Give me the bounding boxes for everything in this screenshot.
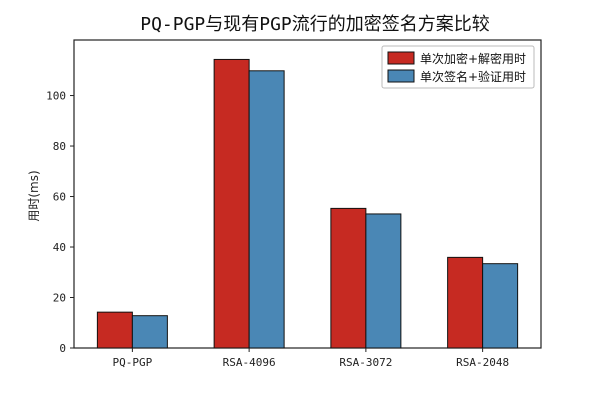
x-tick-label: PQ-PGP [113, 356, 153, 369]
y-tick-label: 100 [46, 90, 66, 103]
y-tick-label: 80 [53, 140, 66, 153]
legend-label: 单次签名+验证用时 [420, 69, 526, 84]
legend-box [381, 45, 535, 89]
y-tick-label: 20 [53, 292, 66, 305]
bar-encrypt-decrypt [330, 207, 367, 349]
y-tick-label: 40 [53, 241, 66, 254]
x-tick-label: RSA-4096 [223, 356, 276, 369]
bar-encrypt-decrypt [447, 256, 484, 349]
bar-encrypt-decrypt [213, 58, 250, 349]
plot-area: 0 20 40 60 80 100 PQ-PGP RSA-4096 RSA-3072 RSA-20… [46, 39, 542, 369]
bar-sign-verify [365, 213, 402, 349]
bar-sign-verify [131, 315, 168, 349]
x-tick-label: RSA-3072 [339, 356, 392, 369]
bar-sign-verify [248, 70, 285, 349]
legend-swatch [387, 69, 415, 83]
legend-label: 单次加密+解密用时 [420, 51, 526, 66]
y-tick-label: 0 [59, 342, 66, 355]
y-tick-label: 60 [53, 191, 66, 204]
plot-frame [73, 39, 542, 349]
chart-title: PQ-PGP与现有PGP流行的加密签名方案比较 [140, 14, 490, 35]
bar-sign-verify [482, 263, 519, 349]
x-tick-label: RSA-2048 [456, 356, 509, 369]
y-axis-label: 用时(ms) [27, 170, 41, 221]
legend-swatch [387, 51, 415, 65]
bar-encrypt-decrypt [96, 311, 133, 349]
